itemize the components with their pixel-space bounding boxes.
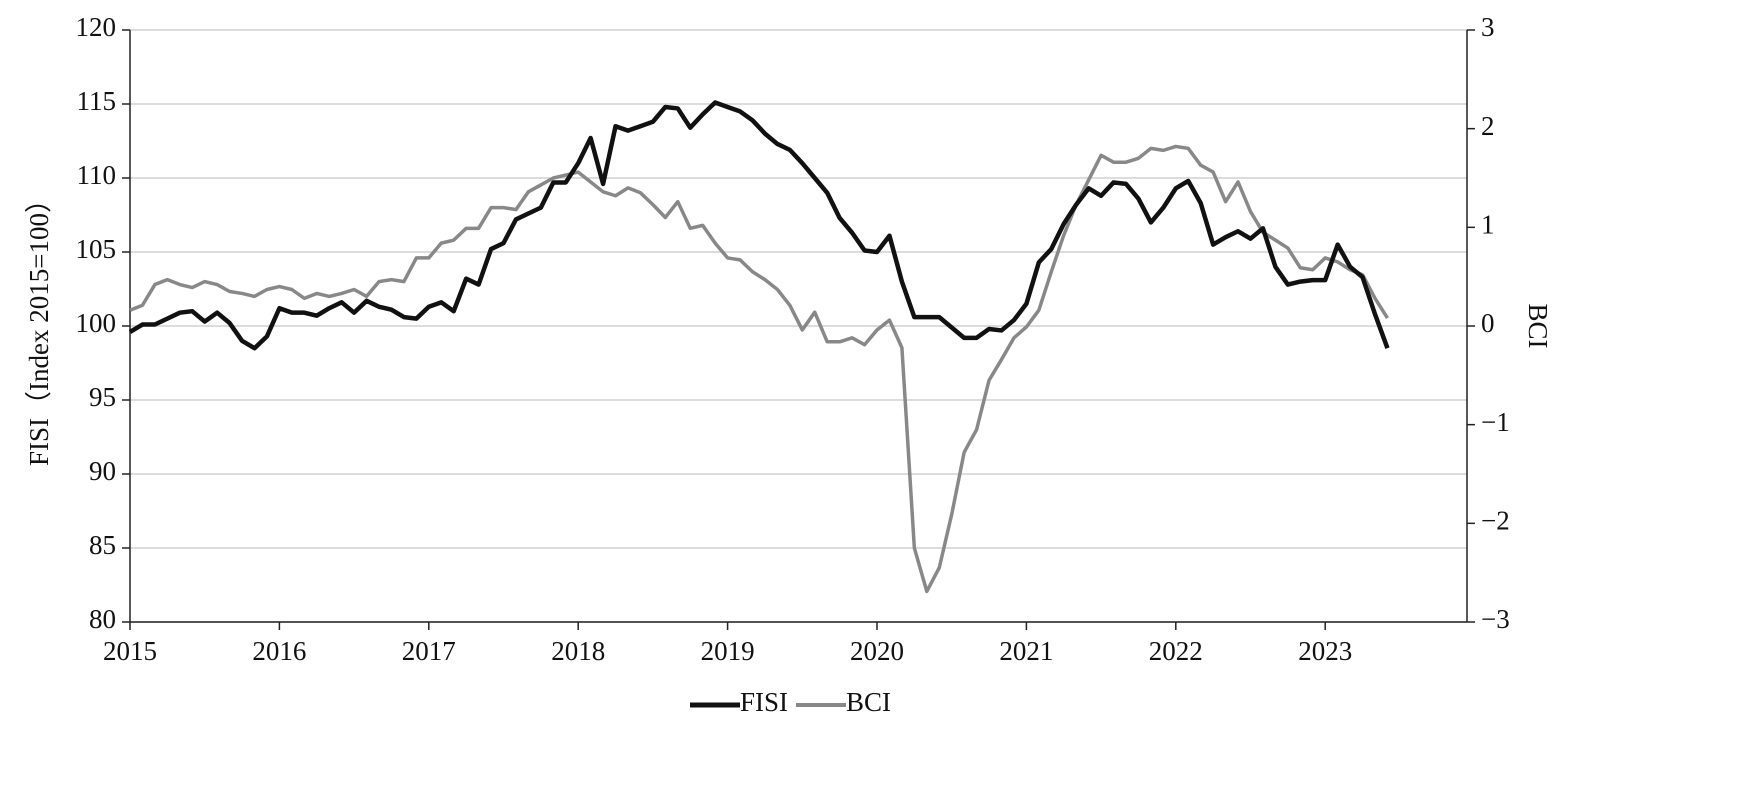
y-axis-label: FISI（Index 2015=100） [24,186,54,466]
y-tick-label: 110 [77,160,117,190]
y-tick-label: 80 [89,604,116,634]
y2-tick-label: −3 [1481,604,1510,634]
y-tick-label: 120 [76,12,117,42]
x-tick-label: 2015 [103,636,157,666]
series-line [128,100,1390,351]
y2-tick-label: 2 [1481,111,1495,141]
y2-tick-label: 1 [1481,210,1495,240]
y2-tick-label: −1 [1481,407,1510,437]
x-tick-label: 2021 [999,636,1053,666]
series-line [129,144,1389,594]
y2-tick-label: 0 [1481,308,1495,338]
x-tick-label: 2016 [252,636,306,666]
x-tick-label: 2020 [850,636,904,666]
y-tick-label: 100 [76,308,117,338]
y-tick-label: 90 [89,456,116,486]
y2-axis-label: BCI [1523,303,1553,348]
x-tick-label: 2018 [551,636,605,666]
y2-tick-label: −2 [1481,506,1510,536]
y-tick-label: 105 [76,234,117,264]
x-tick-label: 2023 [1298,636,1352,666]
y-tick-label: 85 [89,530,116,560]
y-tick-label: 115 [77,86,117,116]
x-tick-label: 2022 [1149,636,1203,666]
legend-label: BCI [846,687,891,717]
y2-tick-label: 3 [1481,12,1495,42]
x-tick-label: 2019 [701,636,755,666]
legend-label: FISI [740,687,788,717]
y-tick-label: 95 [89,382,116,412]
x-tick-label: 2017 [402,636,456,666]
